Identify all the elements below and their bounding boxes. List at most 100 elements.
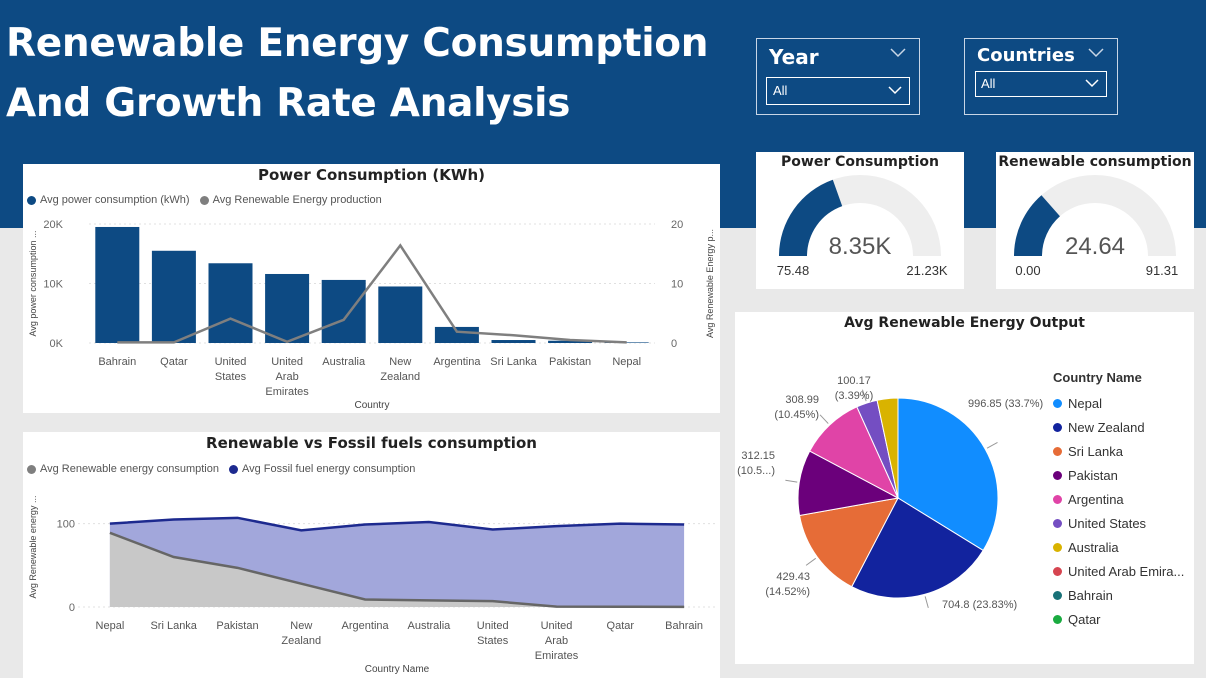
gauge-max-label: 91.31 bbox=[1146, 263, 1179, 278]
y-tick-label: 0 bbox=[69, 602, 75, 614]
legend-item[interactable]: United Arab Emira... bbox=[1053, 559, 1184, 583]
bar bbox=[548, 340, 593, 343]
legend-label: Avg Renewable Energy production bbox=[212, 194, 382, 206]
area-plot: 0 100 Nepal Sri Lanka Pakistan New Zealand Arge… bbox=[28, 496, 716, 675]
leader-line bbox=[785, 479, 798, 483]
legend-swatch bbox=[1053, 542, 1062, 552]
series-line bbox=[117, 243, 627, 344]
legend-title: Country Name bbox=[1053, 370, 1142, 385]
legend-swatch bbox=[1053, 446, 1062, 456]
legend-label: Argentina bbox=[1068, 491, 1124, 507]
kpi-title: Renewable consumption bbox=[998, 154, 1192, 170]
bar bbox=[151, 250, 196, 343]
x-tick-label: United bbox=[215, 356, 247, 368]
y2-axis-label: Avg Renewable Energy p... bbox=[705, 229, 715, 338]
chevron-down-icon[interactable] bbox=[889, 45, 907, 59]
data-label: 312.15 bbox=[741, 450, 775, 462]
x-tick-label: Pakistan bbox=[216, 620, 258, 632]
y-tick-label: 10K bbox=[43, 279, 63, 291]
bar bbox=[321, 279, 366, 343]
legend-swatch bbox=[199, 195, 209, 205]
chevron-down-icon bbox=[1085, 79, 1099, 88]
x-tick-label: Pakistan bbox=[549, 356, 591, 368]
leader-line bbox=[805, 557, 817, 566]
data-label: (14.52%) bbox=[765, 586, 810, 598]
data-label: 100.17 bbox=[837, 375, 871, 387]
legend-swatch bbox=[27, 195, 36, 205]
kpi-renewable-card: Renewable consumption 24.64 0.00 91.31 bbox=[996, 152, 1194, 289]
gauge-min-label: 0.00 bbox=[1015, 263, 1040, 278]
data-label: (3.39%) bbox=[835, 390, 874, 402]
legend-swatch bbox=[1053, 590, 1062, 600]
title-line-1: Renewable Energy Consumption bbox=[6, 21, 709, 66]
year-slicer: Year All bbox=[756, 38, 920, 115]
legend-item[interactable]: Australia bbox=[1053, 535, 1184, 559]
data-label: 996.85 (33.7%) bbox=[968, 398, 1043, 410]
legend-label: Avg Renewable energy consumption bbox=[40, 463, 219, 475]
legend-item[interactable]: Pakistan bbox=[1053, 463, 1184, 487]
x-axis-label: Country bbox=[354, 400, 389, 411]
legend-item[interactable]: Argentina bbox=[1053, 487, 1184, 511]
title-line-2: And Growth Rate Analysis bbox=[6, 81, 571, 126]
y2-tick-label: 20 bbox=[671, 219, 683, 231]
leader-line bbox=[924, 596, 929, 609]
x-tick-label: States bbox=[215, 371, 247, 383]
gauge-value: 24.64 bbox=[1065, 233, 1125, 260]
legend-swatch bbox=[1053, 566, 1062, 576]
x-tick-label: Bahrain bbox=[98, 356, 136, 368]
renewable-line bbox=[109, 531, 685, 609]
legend-label: United Arab Emira... bbox=[1068, 563, 1185, 579]
pie-slice bbox=[876, 397, 899, 499]
x-tick-label: Sri Lanka bbox=[490, 356, 537, 368]
chart-legend: Avg power consumption (kWh) Avg Renewabl… bbox=[27, 194, 382, 206]
x-tick-label: Emirates bbox=[265, 386, 309, 398]
legend-item[interactable]: United States bbox=[1053, 511, 1184, 535]
chart-title: Avg Renewable Energy Output bbox=[844, 315, 1085, 331]
gauge-max-label: 21.23K bbox=[906, 263, 948, 278]
x-tick-label: Qatar bbox=[160, 356, 188, 368]
legend-item[interactable]: Qatar bbox=[1053, 607, 1184, 631]
legend-swatch bbox=[1053, 470, 1062, 480]
power-consumption-chart: Power Consumption (KWh) Avg power consum… bbox=[23, 164, 720, 413]
data-label: 704.8 (23.83%) bbox=[942, 599, 1017, 611]
pie-slice bbox=[798, 497, 899, 588]
bar bbox=[208, 263, 253, 343]
chart-legend: Avg Renewable energy consumption Avg Fos… bbox=[27, 463, 415, 475]
countries-dropdown[interactable]: All bbox=[975, 71, 1107, 97]
legend-swatch bbox=[1053, 398, 1062, 408]
x-tick-label: Qatar bbox=[607, 620, 635, 632]
chart-title: Power Consumption (KWh) bbox=[258, 166, 485, 184]
x-tick-label: Nepal bbox=[96, 620, 125, 632]
legend-label: Qatar bbox=[1068, 611, 1101, 627]
y-tick-label: 20K bbox=[43, 219, 63, 231]
x-tick-label: United bbox=[477, 620, 509, 632]
y-axis-label: Avg power consumption ... bbox=[28, 231, 38, 337]
countries-slicer: Countries All bbox=[964, 38, 1118, 115]
x-tick-label: Bahrain bbox=[665, 620, 703, 632]
legend-label: New Zealand bbox=[1068, 419, 1145, 435]
kpi-title: Power Consumption bbox=[781, 154, 939, 170]
renewable-area bbox=[109, 532, 685, 607]
legend-item[interactable]: Bahrain bbox=[1053, 583, 1184, 607]
chevron-down-icon bbox=[888, 86, 902, 95]
legend-item[interactable]: Nepal bbox=[1053, 391, 1184, 415]
data-label: 429.43 bbox=[776, 571, 810, 583]
fossil-line bbox=[109, 516, 685, 532]
x-tick-label: States bbox=[477, 635, 509, 647]
gauge-fill bbox=[779, 179, 843, 256]
gauge-track bbox=[1014, 175, 1176, 256]
countries-dropdown-value: All bbox=[981, 76, 996, 91]
chart-title: Renewable vs Fossil fuels consumption bbox=[206, 434, 537, 452]
bar bbox=[434, 326, 479, 343]
combo-plot: 0K 10K 20K 0 10 20 Bahrain Qatar United States Uni… bbox=[28, 219, 715, 411]
kpi-power-card: Power Consumption 8.35K 75.48 21.23K bbox=[756, 152, 964, 289]
power-gauge: 8.35K 75.48 21.23K bbox=[777, 175, 948, 278]
legend-item[interactable]: New Zealand bbox=[1053, 415, 1184, 439]
page-title: Renewable Energy Consumption And Growth … bbox=[6, 14, 709, 134]
year-dropdown[interactable]: All bbox=[766, 77, 910, 105]
chevron-down-icon[interactable] bbox=[1087, 45, 1105, 59]
bar bbox=[604, 342, 649, 343]
legend-item[interactable]: Sri Lanka bbox=[1053, 439, 1184, 463]
x-tick-label: Australia bbox=[408, 620, 452, 632]
x-tick-label: Arab bbox=[545, 635, 568, 647]
